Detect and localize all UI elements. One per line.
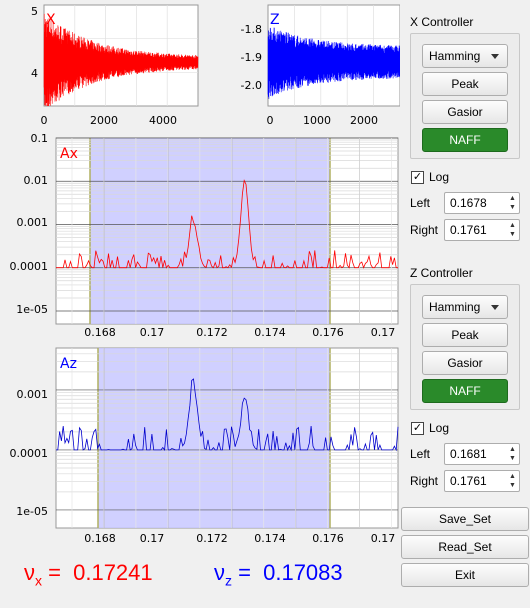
x-naff-button[interactable]: NAFF [422, 128, 508, 152]
read-set-button[interactable]: Read_Set [401, 535, 529, 559]
z-signal-ytick-1: -1.8 [241, 23, 262, 36]
z-signal-trace [267, 27, 400, 99]
nuz-symbol: ν [214, 560, 225, 585]
az-ytick-0.001: 0.001 [17, 388, 49, 401]
ax-ytick-1e-05: 1e-05 [16, 303, 48, 316]
z-naff-button[interactable]: NAFF [422, 379, 508, 403]
x-left-label: Left [410, 196, 431, 210]
x-window-select-value: Hamming [429, 49, 481, 63]
az-ytick-1e-05: 1e-05 [16, 505, 48, 518]
nuz-readout: νz = 0.17083 [214, 560, 343, 588]
ax-xtick-0.172: 0.172 [196, 326, 228, 339]
z-window-select[interactable]: Hamming [422, 295, 508, 319]
az-xtick-0.176: 0.176 [312, 532, 344, 545]
nuz-subscript: z [225, 572, 232, 589]
az-window-region [98, 348, 330, 528]
az-xtick-0.17-right: 0.17 [371, 532, 396, 545]
z-left-spinbox[interactable]: 0.1681 ▲ ▼ [444, 443, 520, 465]
x-left-spinbox[interactable]: 0.1678 ▲ ▼ [444, 192, 520, 214]
chevron-down-icon [491, 305, 499, 310]
ax-ytick-0.1: 0.1 [31, 134, 49, 145]
x-gasior-button[interactable]: Gasior [422, 100, 508, 124]
z-signal-xtick-1000: 1000 [303, 114, 331, 127]
ax-spectrum-trace [56, 179, 398, 269]
x-signal-ytick-4: 4 [31, 67, 38, 80]
az-xtick-0.168: 0.168 [84, 532, 116, 545]
z-right-label: Right [410, 474, 439, 488]
x-peak-button[interactable]: Peak [422, 72, 508, 96]
az-spectrum-label: Az [60, 356, 77, 372]
nuz-equals: = [238, 560, 251, 585]
z-right-spinbox[interactable]: 0.1761 ▲ ▼ [444, 470, 520, 492]
z-signal-label: Z [270, 12, 280, 28]
z-signal-plot: Z -1.8 -1.9 -2.0 0 1000 2000 [241, 4, 400, 127]
ax-xtick-0.176: 0.176 [312, 326, 344, 339]
z-signal-ytick-2: -1.9 [241, 51, 262, 64]
az-xtick-0.174: 0.174 [254, 532, 286, 545]
z-signal-xtick-0: 0 [267, 114, 274, 127]
ax-xtick-0.17-right: 0.17 [371, 326, 396, 339]
x-right-label: Right [410, 223, 439, 237]
nuz-value: 0.17083 [263, 560, 343, 585]
nux-readout: νx = 0.17241 [24, 560, 153, 588]
ax-xtick-0.17: 0.17 [140, 326, 165, 339]
az-xtick-0.17: 0.17 [140, 532, 165, 545]
ax-ytick-0.001: 0.001 [17, 216, 49, 229]
z-left-label: Left [410, 447, 431, 461]
x-log-checkbox[interactable]: ✓ [411, 171, 424, 184]
x-left-value: 0.1678 [450, 196, 487, 210]
x-signal-xtick-0: 0 [41, 114, 48, 127]
x-signal-label: X [46, 12, 56, 28]
z-signal-xtick-2000: 2000 [350, 114, 378, 127]
chevron-down-icon [491, 54, 499, 59]
ax-ytick-0.0001: 0.0001 [10, 260, 49, 273]
nux-subscript: x [35, 572, 42, 589]
z-gasior-button[interactable]: Gasior [422, 351, 508, 375]
x-controller-title: X Controller [410, 15, 474, 29]
x-signal-plot: X 5 4 0 2000 4000 [31, 4, 199, 127]
spin-arrows-icon[interactable]: ▲ ▼ [509, 473, 516, 489]
ax-spectrum-plot: Ax 0.1 0.01 0.001 0.0001 1e-05 0.168 0.1… [10, 134, 399, 339]
ax-ytick-0.01: 0.01 [24, 174, 49, 187]
nux-value: 0.17241 [73, 560, 153, 585]
az-ytick-0.0001: 0.0001 [10, 447, 49, 460]
ax-spectrum-label: Ax [60, 146, 78, 162]
z-left-value: 0.1681 [450, 447, 487, 461]
x-right-value: 0.1761 [450, 223, 487, 237]
az-spectrum-plot: Az 0.001 0.0001 1e-05 0.168 0.17 0.172 0… [10, 347, 399, 545]
z-log-label: Log [429, 421, 450, 435]
z-controller-title: Z Controller [410, 266, 473, 280]
x-signal-xtick-2000: 2000 [90, 114, 118, 127]
x-signal-trace [43, 13, 199, 107]
z-right-value: 0.1761 [450, 474, 487, 488]
z-window-select-value: Hamming [429, 300, 481, 314]
nux-equals: = [48, 560, 61, 585]
az-xtick-0.172: 0.172 [196, 532, 228, 545]
x-window-select[interactable]: Hamming [422, 44, 508, 68]
az-spectrum-trace [56, 378, 399, 452]
z-signal-ytick-3: -2.0 [241, 79, 262, 92]
x-signal-xtick-4000: 4000 [149, 114, 177, 127]
z-peak-button[interactable]: Peak [422, 323, 508, 347]
save-set-button[interactable]: Save_Set [401, 507, 529, 531]
exit-button[interactable]: Exit [401, 563, 529, 587]
ax-xtick-0.174: 0.174 [254, 326, 286, 339]
spin-arrows-icon[interactable]: ▲ ▼ [509, 446, 516, 462]
x-signal-ytick-5: 5 [31, 5, 38, 18]
nux-symbol: ν [24, 560, 35, 585]
spin-arrows-icon[interactable]: ▲ ▼ [509, 195, 516, 211]
spin-arrows-icon[interactable]: ▲ ▼ [509, 222, 516, 238]
z-log-checkbox[interactable]: ✓ [411, 422, 424, 435]
x-log-label: Log [429, 170, 450, 184]
ax-xtick-0.168: 0.168 [84, 326, 116, 339]
x-right-spinbox[interactable]: 0.1761 ▲ ▼ [444, 219, 520, 241]
